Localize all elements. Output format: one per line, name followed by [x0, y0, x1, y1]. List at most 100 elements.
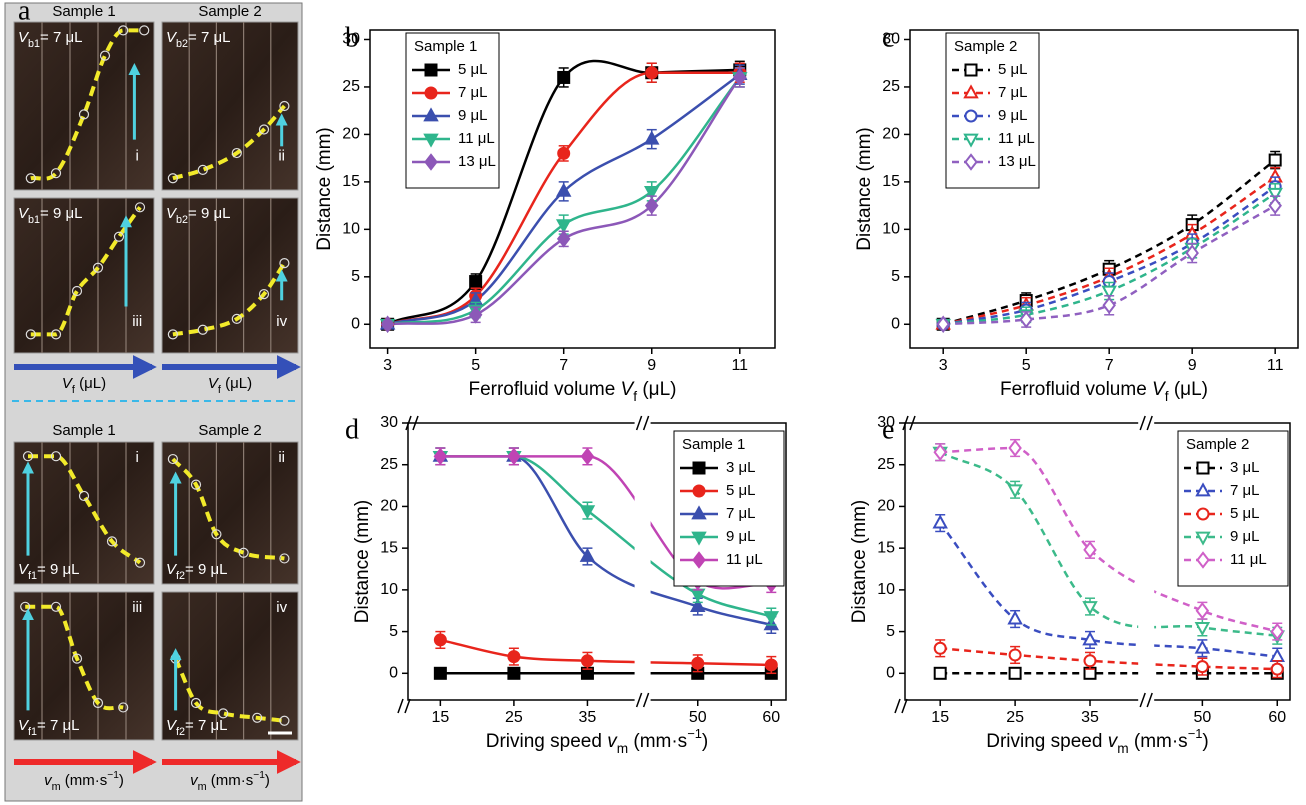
text-run: v [1108, 731, 1119, 752]
text-run: V [18, 717, 30, 734]
text-run: V [166, 205, 178, 222]
marker [1082, 601, 1098, 616]
y-tick-label: 15 [877, 539, 895, 556]
legend-label: 13 μL [458, 153, 496, 170]
text-run: f [633, 389, 637, 404]
axis-break [635, 692, 643, 708]
break-gap [396, 688, 405, 697]
x-tick-label: 50 [1193, 709, 1211, 726]
text-run: Ferrofluid volume [468, 379, 620, 400]
marker [644, 196, 659, 215]
marker [764, 658, 778, 672]
droplet [167, 453, 178, 465]
y-tick-label: 20 [877, 498, 895, 515]
y-tick-label: 15 [380, 539, 398, 556]
droplet [231, 147, 242, 159]
legend-title: Sample 2 [1186, 436, 1249, 453]
legend-title: Sample 1 [414, 38, 477, 55]
volume-label: Vf2= 7 μL [166, 717, 227, 738]
marker [1270, 662, 1284, 676]
marker [1008, 439, 1022, 457]
text-run: f [218, 384, 222, 396]
text-run: v [190, 772, 199, 789]
legend-label: 5 μL [726, 482, 756, 499]
text-run: (μL) [221, 375, 252, 392]
series-line [939, 522, 1278, 658]
y-tick-label: 10 [877, 581, 895, 598]
series-line [943, 204, 1276, 326]
droplet [50, 451, 62, 462]
text-run: Ferrofluid volume [1000, 379, 1152, 400]
text-run: V [18, 205, 30, 222]
photo-index: iii [132, 313, 142, 330]
text-run: ) [119, 772, 124, 789]
marker [433, 447, 448, 466]
volume-label: Vb2= 9 μL [166, 205, 230, 226]
droplet [50, 601, 62, 612]
y-tick-label: 20 [342, 126, 360, 143]
series-line [939, 451, 1278, 637]
legend-label: 5 μL [1230, 505, 1260, 522]
legend-title: Sample 2 [954, 38, 1017, 55]
marker [936, 315, 950, 334]
marker [507, 447, 521, 466]
text-run: f [1165, 389, 1169, 404]
marker [468, 305, 483, 324]
marker [964, 63, 978, 77]
photo [13, 591, 155, 741]
marker [1194, 639, 1211, 654]
y-tick-label: 5 [389, 623, 398, 640]
marker [1019, 310, 1033, 329]
droplet [118, 25, 129, 36]
droplet [71, 285, 83, 297]
droplet [113, 231, 125, 242]
series-line [440, 455, 772, 590]
marker [690, 597, 706, 612]
text-run: = 9 μL [185, 561, 227, 578]
y-axis-label: Distance (mm) [854, 127, 875, 251]
axis-break [1139, 692, 1146, 708]
text-run: −1 [253, 770, 265, 781]
x-tick-label: 50 [689, 709, 707, 726]
photo [161, 197, 299, 354]
marker [580, 447, 595, 466]
droplet [231, 313, 242, 324]
photo-index: i [136, 449, 139, 466]
x-tick-label: 25 [1006, 709, 1024, 726]
text-run: = 7 μL [37, 717, 79, 734]
y-tick-label: 30 [380, 414, 398, 431]
plot-frame [369, 29, 776, 349]
legend-label: 5 μL [998, 61, 1028, 78]
x-axis-label: Driving speed vm (mm·s−1) [486, 726, 708, 756]
x-tick-label: 35 [579, 709, 597, 726]
legend-label: 9 μL [726, 528, 756, 545]
axis-break [642, 692, 650, 708]
droplet [190, 697, 202, 709]
legend-label: 7 μL [726, 505, 756, 522]
text-run: Driving speed [986, 731, 1107, 752]
text-run: Driving speed [486, 731, 607, 752]
legend-label: 3 μL [1230, 459, 1260, 476]
droplet [238, 547, 249, 558]
droplet [218, 708, 229, 719]
marker [579, 547, 596, 562]
droplet-path [171, 457, 285, 561]
marker [692, 461, 706, 475]
axis-break [1146, 415, 1153, 431]
photo-index: iv [276, 599, 287, 616]
droplet-path [30, 28, 145, 181]
marker [424, 63, 438, 77]
legend-title: Sample 1 [682, 436, 745, 453]
marker [1195, 531, 1211, 546]
text-run: V [166, 717, 178, 734]
droplet [71, 653, 83, 664]
legend-label: 7 μL [1230, 482, 1260, 499]
marker [733, 68, 747, 87]
marker [643, 130, 660, 145]
text-run: −1 [687, 726, 702, 741]
y-axis-label: Distance (mm) [849, 500, 870, 624]
text-run: V [1152, 379, 1167, 400]
text-run: v [44, 772, 53, 789]
x-tick-label: 5 [1022, 357, 1031, 374]
sample-heading: Sample 2 [198, 422, 261, 439]
